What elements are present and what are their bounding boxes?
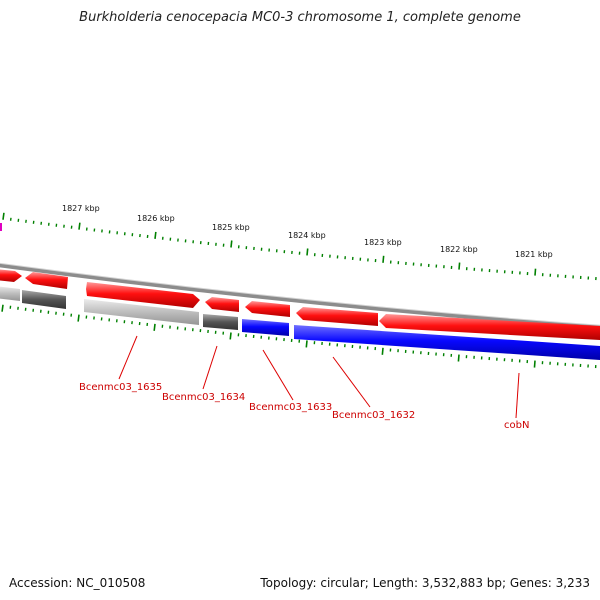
label-leader	[332, 356, 371, 408]
forward-gene	[25, 272, 68, 289]
scale-label: 1827 kbp	[62, 204, 100, 213]
gene-label[interactable]: Bcenmc03_1634	[162, 392, 245, 403]
major-tick	[154, 231, 157, 239]
major-tick	[534, 268, 537, 276]
backbone-outer	[0, 263, 600, 330]
reverse-gene-blue	[294, 325, 600, 360]
major-tick	[1, 304, 4, 312]
major-tick	[381, 347, 384, 355]
forward-gene	[245, 301, 290, 317]
scale-label: 1823 kbp	[364, 238, 402, 247]
scale-label: 1821 kbp	[515, 250, 553, 259]
ruler-ticks-bottom	[1, 304, 597, 369]
reverse-gene-grey	[0, 286, 20, 301]
genome-summary: Topology: circular; Length: 3,532,883 bp…	[260, 576, 590, 590]
label-leader	[202, 345, 218, 390]
feature-marker	[0, 223, 2, 231]
label-leader	[262, 349, 294, 401]
major-tick	[2, 212, 5, 220]
forward-gene	[205, 297, 239, 312]
accession-text: Accession: NC_010508	[9, 576, 146, 590]
major-tick	[305, 340, 308, 348]
major-tick	[533, 360, 536, 368]
backbone-highlight	[0, 262, 600, 326]
gene-label[interactable]: Bcenmc03_1633	[249, 402, 332, 413]
major-tick	[382, 255, 385, 263]
forward-gene	[0, 269, 22, 282]
reverse-gene-blue	[242, 319, 289, 336]
scale-label: 1824 kbp	[288, 231, 326, 240]
ruler-ticks-top	[2, 212, 597, 281]
major-tick	[458, 262, 461, 270]
major-tick	[153, 323, 156, 331]
reverse-gene-grey	[84, 299, 199, 325]
gene-label[interactable]: Bcenmc03_1635	[79, 382, 162, 393]
forward-gene	[296, 307, 378, 326]
major-tick	[229, 332, 232, 340]
label-leader	[515, 372, 520, 419]
scale-label: 1826 kbp	[137, 214, 175, 223]
major-tick	[77, 314, 80, 322]
forward-gene	[379, 314, 600, 340]
major-tick	[457, 354, 460, 362]
scale-label: 1825 kbp	[212, 223, 250, 232]
forward-gene	[86, 282, 200, 308]
reverse-gene-grey	[203, 314, 238, 330]
label-leader	[118, 335, 138, 380]
map-title: Burkholderia cenocepacia MC0-3 chromosom…	[79, 10, 521, 25]
reverse-gene-grey	[22, 290, 66, 309]
major-tick	[306, 248, 309, 256]
major-tick	[78, 222, 81, 230]
gene-label[interactable]: Bcenmc03_1632	[332, 410, 415, 421]
gene-label[interactable]: cobN	[504, 420, 529, 431]
major-tick	[230, 240, 233, 248]
scale-label: 1822 kbp	[440, 245, 478, 254]
